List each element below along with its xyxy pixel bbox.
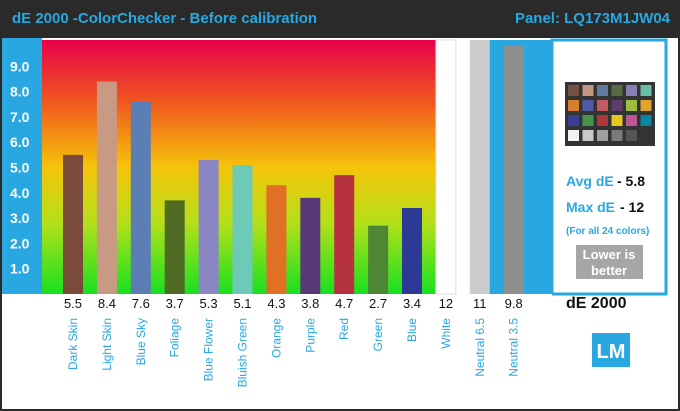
colors-note: (For all 24 colors): [566, 226, 649, 237]
y-tick-label: 9.0: [10, 58, 30, 74]
value-label: 9.8: [505, 296, 523, 311]
category-label: Blue Flower: [202, 318, 216, 381]
y-tick-label: 5.0: [10, 160, 30, 176]
category-label: White: [439, 318, 453, 349]
colorchecker-swatch-grid-icon: [565, 82, 655, 146]
value-label: 5.5: [64, 296, 82, 311]
swatch: [640, 115, 652, 126]
category-label: Light Skin: [100, 318, 114, 371]
swatch: [611, 115, 623, 126]
avg-de-value: - 5.8: [617, 173, 645, 189]
swatch: [582, 85, 594, 96]
value-label: 7.6: [132, 296, 150, 311]
value-label: 8.4: [98, 296, 116, 311]
swatch: [582, 115, 594, 126]
bar: [164, 200, 185, 294]
panel-label: Panel: LQ173M1JW04: [514, 10, 670, 27]
category-label: Foliage: [168, 318, 182, 358]
y-tick-label: 4.0: [10, 185, 30, 201]
swatch: [626, 130, 637, 141]
bar: [503, 46, 524, 295]
y-tick-label: 8.0: [10, 84, 30, 100]
swatch: [568, 100, 579, 111]
category-label: Blue Sky: [134, 318, 148, 365]
y-axis-band: [2, 38, 42, 294]
value-label: 5.3: [200, 296, 218, 311]
swatch: [582, 130, 594, 141]
swatch: [597, 130, 608, 141]
category-label: Neutral 3.5: [507, 318, 521, 377]
swatch: [611, 85, 623, 96]
swatch: [582, 100, 594, 111]
lower-is-better-line1: Lower is: [583, 247, 636, 262]
bar: [198, 159, 219, 294]
bar: [469, 40, 490, 294]
swatch: [626, 115, 637, 126]
category-label: Orange: [269, 318, 283, 358]
value-label: 12: [439, 296, 453, 311]
swatch: [611, 100, 623, 111]
y-tick-label: 1.0: [10, 261, 30, 277]
bar: [266, 185, 287, 294]
swatch: [568, 115, 579, 126]
swatch: [626, 100, 637, 111]
swatch: [568, 85, 579, 96]
swatch: [611, 130, 623, 141]
chart-title: dE 2000 -ColorChecker - Before calibrati…: [12, 10, 318, 27]
category-label: Purple: [303, 318, 317, 353]
y-tick-label: 3.0: [10, 210, 30, 226]
category-label: Green: [371, 318, 385, 351]
swatch: [597, 85, 608, 96]
category-label: Dark Skin: [66, 318, 80, 370]
logo-badge: [592, 333, 630, 367]
logo-text: LM: [597, 341, 626, 363]
bar: [435, 39, 457, 295]
swatch: [568, 130, 579, 141]
bar: [130, 101, 151, 294]
bar: [334, 175, 355, 294]
value-label: 3.4: [403, 296, 421, 311]
bar: [96, 81, 117, 294]
swatch: [597, 100, 608, 111]
value-label: 3.8: [301, 296, 319, 311]
category-label: Bluish Green: [236, 318, 250, 387]
value-label: 4.3: [267, 296, 285, 311]
swatch: [640, 100, 652, 111]
y-tick-label: 2.0: [10, 235, 30, 251]
y-ticks: 1.0 2.0 3.0 4.0 5.0 6.0 7.0 8.0 9.0: [10, 58, 30, 276]
y-tick-label: 6.0: [10, 134, 30, 150]
avg-de-label: Avg dE: [566, 173, 614, 189]
category-label: Blue: [405, 318, 419, 342]
max-de-value: - 12: [620, 199, 644, 215]
value-label: 3.7: [166, 296, 184, 311]
value-label: 5.1: [233, 296, 251, 311]
value-label: 4.7: [335, 296, 353, 311]
y-tick-label: 7.0: [10, 109, 30, 125]
x-label-strip: [42, 294, 552, 409]
swatch: [626, 85, 637, 96]
bar: [63, 154, 83, 294]
x-axis-title: dE 2000: [566, 295, 627, 312]
lower-is-better-line2: better: [591, 263, 627, 278]
category-labels: Dark Skin Light Skin Blue Sky Foliage Blue F…: [66, 318, 521, 388]
category-label: Red: [337, 318, 351, 340]
value-label: 2.7: [369, 296, 387, 311]
swatch: [640, 85, 652, 96]
swatch: [640, 130, 652, 141]
bar: [368, 225, 389, 294]
bar: [402, 207, 422, 294]
max-de-label: Max dE: [566, 199, 615, 215]
bars: [63, 39, 524, 295]
swatch: [597, 115, 608, 126]
lower-is-better-badge: [576, 245, 643, 279]
value-label: 11: [473, 296, 487, 311]
bar: [300, 197, 321, 294]
value-labels: 5.5 8.4 7.6 3.7 5.3 5.1 4.3 3.8 4.7 2.7 3.4 12 11 9.8: [64, 296, 523, 311]
category-label: Neutral 6.5: [473, 318, 487, 377]
bar: [232, 164, 253, 294]
